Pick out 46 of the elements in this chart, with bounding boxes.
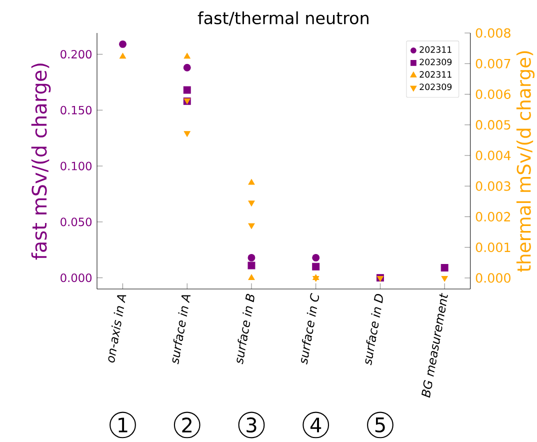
y-tick-label: 0.150: [60, 106, 92, 114]
x-tick-label: surface in C: [301, 293, 319, 364]
y2-tick-label: 0.001: [476, 242, 510, 252]
point: [248, 254, 256, 262]
y-tick-label: 0.100: [60, 162, 92, 170]
y2-tick-label: 0.002: [476, 212, 510, 222]
y-tick-label: 0.200: [60, 50, 92, 59]
text: 2: [182, 418, 192, 432]
point: [441, 276, 448, 282]
y2-axis-title: thermal mSv/(d charge): [516, 51, 535, 272]
point: [248, 223, 255, 230]
legend-label: 202309: [420, 84, 452, 90]
legend-label: 202311: [420, 46, 452, 53]
x-tick-label: surface in B: [236, 294, 254, 364]
y-tick-label: 0.000: [60, 274, 92, 282]
legend-label: 202311: [420, 71, 452, 78]
point: [119, 52, 126, 59]
x-tick-label: on-axis in A: [108, 295, 126, 363]
y2-tick-label: 0.004: [476, 150, 511, 160]
legend-label: 202309: [420, 58, 452, 66]
y2-tick-label: 0.003: [476, 181, 510, 191]
text: 3: [246, 417, 256, 433]
point: [184, 52, 190, 59]
point: [248, 262, 256, 270]
point: [312, 254, 320, 262]
y2-tick-label: 0.000: [476, 273, 510, 283]
y2-tick-label: 0.007: [476, 58, 510, 68]
point: [119, 40, 126, 48]
point: [184, 131, 190, 137]
text: 4: [310, 418, 322, 432]
chart-title: fast/thermal neutron: [198, 11, 368, 26]
x-tick-label: surface in A: [172, 295, 191, 364]
y2-tick-label: 0.008: [476, 28, 510, 38]
y-tick-label: 0.050: [60, 218, 92, 226]
x-tick-label: surface in D: [365, 294, 383, 366]
point: [248, 178, 255, 185]
y-axis-title: fast mSv/(d charge): [31, 64, 51, 260]
point: [312, 262, 320, 270]
text: 5: [375, 418, 385, 432]
point: [183, 64, 191, 72]
y2-tick-label: 0.006: [476, 89, 510, 100]
point: [248, 200, 255, 206]
text: 1: [118, 418, 128, 432]
point: [440, 264, 448, 272]
point: [183, 86, 191, 94]
y2-tick-label: 0.005: [476, 120, 510, 130]
